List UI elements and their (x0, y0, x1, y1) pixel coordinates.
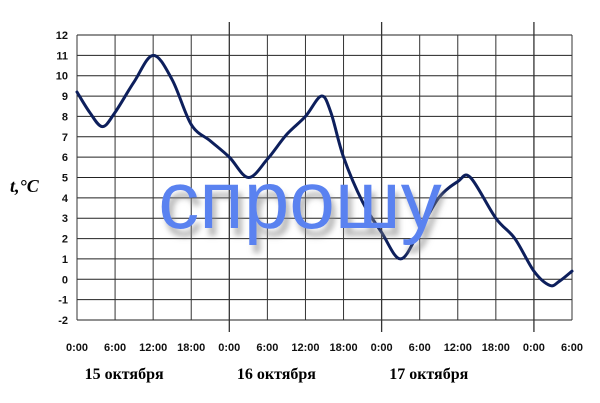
y-tick-label: 12 (56, 30, 68, 42)
x-tick-label: 6:00 (561, 342, 583, 354)
y-axis-label: t,°C (10, 176, 40, 196)
y-tick-label: 4 (62, 193, 69, 205)
y-tick-label: 2 (62, 234, 68, 246)
temperature-line (75, 53, 574, 288)
y-tick-label: 8 (62, 111, 68, 123)
date-label: 15 октября (85, 366, 164, 383)
y-tick-label: 6 (62, 152, 68, 164)
x-tick-label: 0:00 (371, 342, 393, 354)
x-tick-label: 12:00 (291, 342, 319, 354)
y-tick-label: 5 (62, 173, 68, 185)
x-tick-label: 18:00 (177, 342, 205, 354)
grid (76, 22, 573, 332)
date-labels: 15 октября 16 октября 17 октября (85, 366, 469, 383)
y-tick-label: 3 (62, 213, 68, 225)
y-tick-label: 1 (62, 254, 68, 266)
y-tick-label: 11 (56, 50, 68, 62)
x-tick-label: 6:00 (104, 342, 126, 354)
x-tick-label: 6:00 (256, 342, 278, 354)
y-tick-label: -1 (58, 295, 68, 307)
x-axis-ticks: 0:00 6:00 12:00 18:00 0:00 6:00 12:00 18:00 0:00… (66, 342, 583, 354)
x-tick-label: 18:00 (482, 342, 510, 354)
date-label: 17 октября (389, 366, 468, 383)
date-label: 16 октября (237, 366, 316, 383)
x-tick-label: 12:00 (444, 342, 472, 354)
y-tick-label: -2 (58, 315, 68, 327)
watermark: спрошу (158, 155, 441, 246)
y-tick-label: 7 (62, 132, 68, 144)
x-tick-label: 6:00 (409, 342, 431, 354)
x-tick-label: 0:00 (66, 342, 88, 354)
y-tick-label: 10 (56, 71, 68, 83)
x-tick-label: 12:00 (139, 342, 167, 354)
y-tick-label: 9 (62, 91, 68, 103)
x-tick-label: 0:00 (523, 342, 545, 354)
y-tick-label: 0 (62, 274, 68, 286)
x-tick-label: 0:00 (218, 342, 240, 354)
x-tick-label: 18:00 (329, 342, 357, 354)
watermark-text: спрошу (158, 155, 441, 246)
